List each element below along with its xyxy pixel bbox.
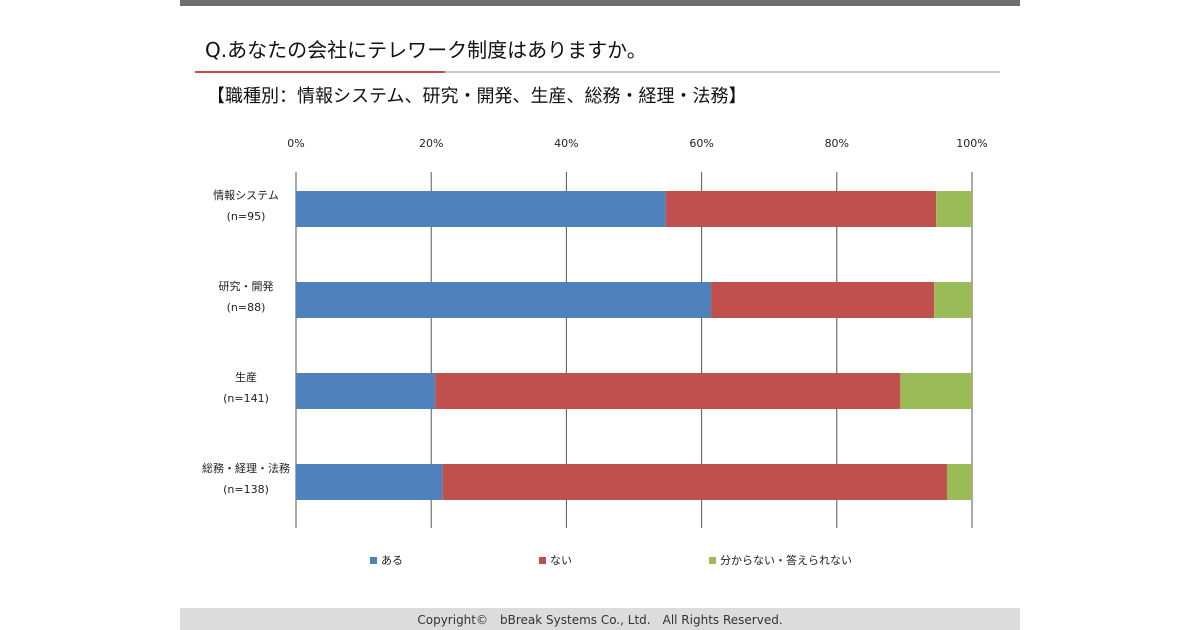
- footer-bar: Copyright© bBreak Systems Co., Ltd. All …: [180, 608, 1020, 630]
- legend-swatch: [709, 557, 716, 564]
- x-tick-label: 80%: [825, 137, 849, 150]
- category-label: 総務・経理・法務: [202, 461, 290, 475]
- x-tick-label: 100%: [956, 137, 987, 150]
- bar-segment: [296, 373, 436, 409]
- legend-label: ない: [550, 554, 572, 567]
- title-divider: [195, 71, 1000, 73]
- bar-segment: [900, 373, 972, 409]
- category-label: 生産: [235, 370, 257, 384]
- bar-segment: [665, 191, 937, 227]
- bar-segment: [296, 282, 712, 318]
- category-sample-size: (n=138): [223, 483, 269, 496]
- bar-segment: [934, 282, 972, 318]
- legend-label: 分からない・答えられない: [720, 553, 852, 567]
- top-bar: [180, 0, 1020, 6]
- copyright-text: Copyright© bBreak Systems Co., Ltd. All …: [417, 613, 783, 627]
- x-tick-label: 60%: [689, 137, 713, 150]
- category-sample-size: (n=88): [227, 301, 266, 314]
- question-title: Q.あなたの会社にテレワーク制度はありますか。: [205, 38, 647, 62]
- bar-segment: [296, 464, 443, 500]
- bar-segment: [435, 373, 901, 409]
- category-sample-size: (n=141): [223, 392, 269, 405]
- title-divider-accent: [195, 71, 445, 73]
- legend-swatch: [539, 557, 546, 564]
- bar-segment: [711, 282, 935, 318]
- chart-subtitle: 【職種別：情報システム、研究・開発、生産、総務・経理・法務】: [207, 86, 747, 107]
- bar-segment: [936, 191, 972, 227]
- legend-swatch: [370, 557, 377, 564]
- bar-segment: [296, 191, 666, 227]
- legend-label: ある: [381, 554, 403, 567]
- category-sample-size: (n=95): [227, 210, 266, 223]
- bar-segment: [946, 464, 972, 500]
- x-tick-label: 40%: [554, 137, 578, 150]
- x-tick-label: 0%: [287, 137, 304, 150]
- category-label: 情報システム: [213, 189, 279, 202]
- x-tick-label: 20%: [419, 137, 443, 150]
- category-label: 研究・開発: [219, 279, 274, 293]
- bar-segment: [442, 464, 947, 500]
